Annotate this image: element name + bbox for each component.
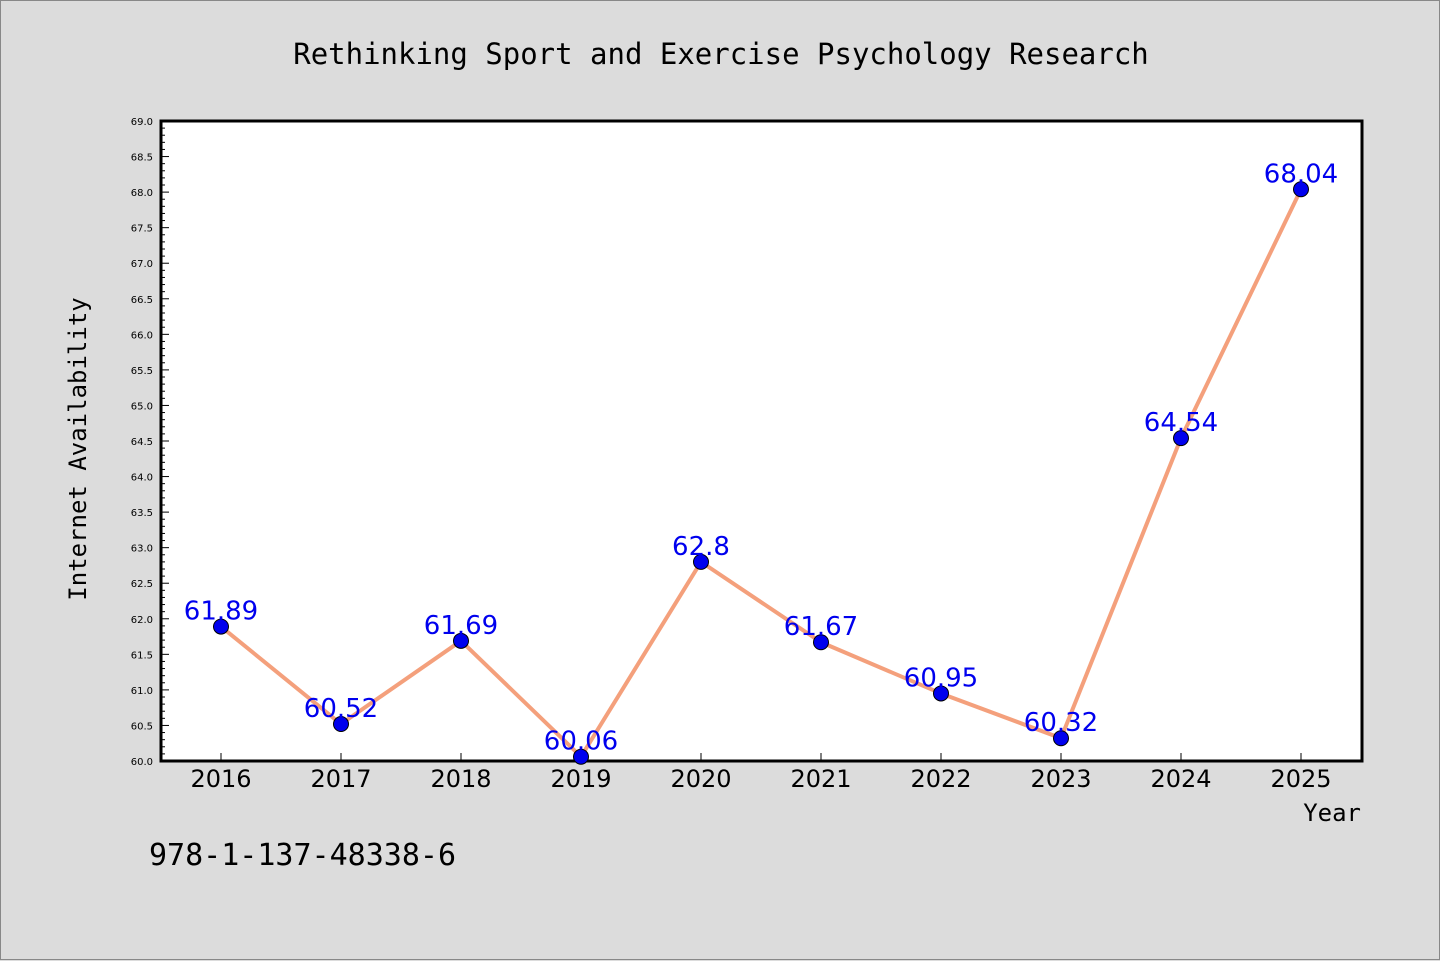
y-tick-label: 63.5 (131, 508, 153, 519)
y-tick-label: 62.5 (131, 579, 153, 590)
data-point (453, 632, 469, 649)
data-labels: 61.89 60.52 61.69 60.06 62.8 61.67 60.95 60.32 6… (184, 159, 1338, 756)
x-tick-label: 2021 (790, 765, 851, 793)
data-label: 64.54 (1144, 408, 1218, 438)
data-point (573, 748, 589, 765)
data-label: 60.32 (1024, 708, 1098, 738)
y-tick-label: 69.0 (131, 117, 153, 128)
y-tick-label: 61.0 (131, 686, 153, 697)
y-tick-label: 60.5 (131, 721, 153, 732)
x-tick-label: 2022 (910, 765, 971, 793)
data-label: 61.67 (784, 612, 858, 642)
y-tick-label: 64.0 (131, 473, 153, 484)
data-label: 62.8 (672, 532, 730, 562)
data-label: 61.69 (424, 611, 498, 641)
y-tick-label: 60.0 (131, 757, 153, 768)
y-tick-label: 66.0 (131, 330, 153, 341)
x-tick-label: 2018 (430, 765, 491, 793)
series-line (219, 187, 1303, 759)
data-label: 60.52 (304, 694, 378, 724)
data-label: 68.04 (1264, 159, 1338, 189)
data-label: 60.06 (544, 727, 618, 757)
data-series (213, 181, 1309, 765)
x-tick-label: 2023 (1030, 765, 1091, 793)
y-tick-label: 62.0 (131, 615, 153, 626)
x-axis-label: Year (1303, 799, 1361, 827)
y-tick-label: 63.0 (131, 544, 153, 555)
data-label: 61.89 (184, 597, 258, 627)
data-point (333, 716, 349, 733)
data-point (213, 618, 229, 635)
y-tick-label: 65.5 (131, 366, 153, 377)
data-point (813, 634, 829, 651)
x-tick-label: 2025 (1270, 765, 1331, 793)
y-tick-label: 67.5 (131, 224, 153, 235)
data-point (1173, 430, 1189, 447)
data-point (693, 553, 709, 570)
isbn-text: 978-1-137-48338-6 (149, 838, 456, 873)
x-axis: 2016 2017 2018 2019 2020 2021 2022 2023 2024 2025 (190, 753, 1332, 793)
x-tick-label: 2020 (670, 765, 731, 793)
y-tick-label: 66.5 (131, 295, 153, 306)
y-tick-label: 64.5 (131, 437, 153, 448)
plot-area (159, 119, 1364, 763)
data-point (1053, 730, 1069, 747)
data-point (933, 685, 949, 702)
y-axis-label: Internet Availability (64, 297, 92, 600)
y-tick-label: 68.5 (131, 153, 153, 164)
y-tick-label: 65.0 (131, 401, 153, 412)
y-tick-label: 68.0 (131, 188, 153, 199)
x-tick-label: 2019 (550, 765, 611, 793)
x-tick-label: 2016 (190, 765, 251, 793)
y-tick-label: 67.0 (131, 259, 153, 270)
y-axis: 60.0 60.5 61.0 61.5 62.0 62.5 63.0 63.5 64.0 64.5… (131, 117, 169, 768)
data-point (1293, 181, 1309, 198)
x-tick-label: 2017 (310, 765, 371, 793)
x-tick-label: 2024 (1150, 765, 1211, 793)
y-tick-label: 61.5 (131, 650, 153, 661)
data-label: 60.95 (904, 663, 978, 693)
chart-title: Rethinking Sport and Exercise Psychology… (293, 37, 1149, 71)
